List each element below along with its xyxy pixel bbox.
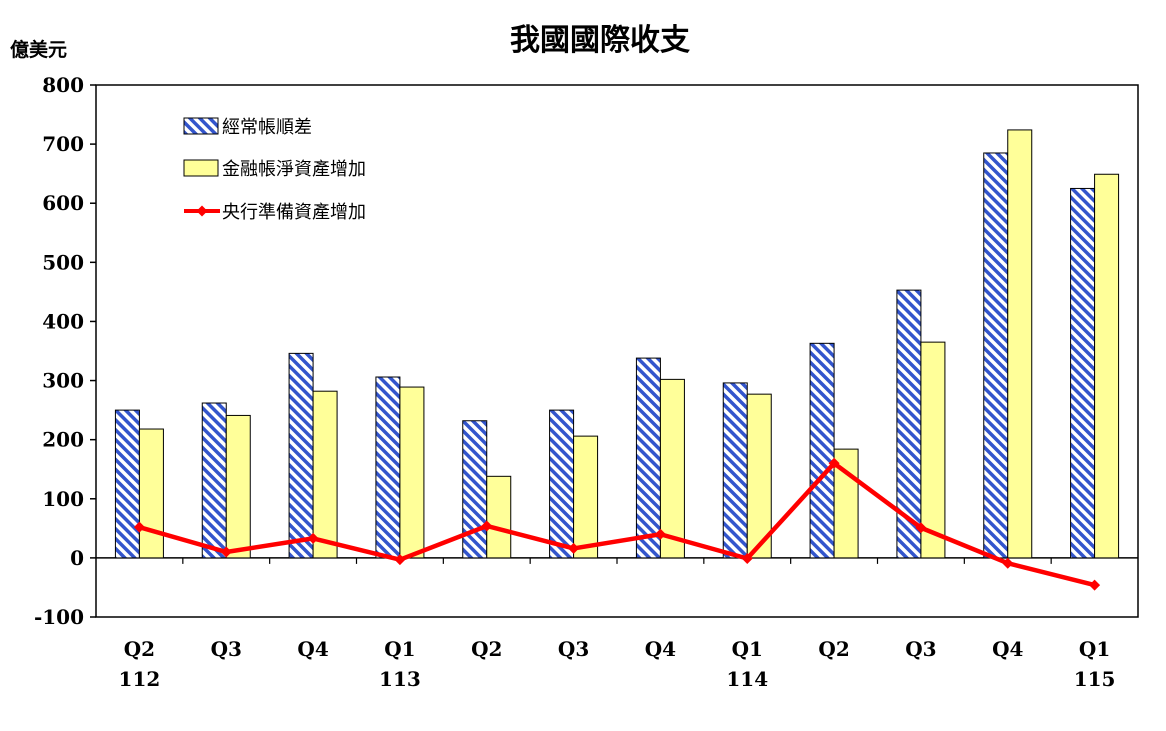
legend-label: 經常帳順差 — [222, 117, 312, 138]
reserve-point — [915, 522, 927, 534]
x-year-label: 113 — [379, 667, 421, 691]
x-year-label: 115 — [1074, 667, 1116, 691]
financial-account-bar — [138, 428, 164, 559]
current-account-bar — [722, 382, 748, 559]
x-tick-label: Q2 — [818, 637, 849, 661]
x-tick-label: Q4 — [297, 637, 328, 661]
x-tick-label: Q1 — [384, 637, 415, 661]
y-tick-label: 300 — [42, 369, 84, 393]
x-tick-label: Q1 — [1079, 637, 1110, 661]
plot-area — [95, 84, 1139, 618]
reserve-point — [394, 554, 406, 566]
reserve-point — [828, 457, 840, 469]
reserve-point — [654, 528, 666, 540]
current-account-bar — [635, 357, 661, 559]
financial-account-bar — [659, 378, 685, 559]
reserve-point — [307, 532, 319, 544]
financial-account-bar — [312, 390, 338, 559]
reserve-point — [481, 520, 493, 532]
x-tick-label: Q4 — [992, 637, 1023, 661]
x-year-label: 112 — [119, 667, 161, 691]
current-account-bar — [462, 420, 488, 559]
y-tick-label: 0 — [70, 546, 84, 570]
y-tick-label: 200 — [42, 428, 84, 452]
x-tick-label: Q4 — [645, 637, 676, 661]
reserve-point — [1002, 557, 1014, 569]
x-tick-label: Q2 — [124, 637, 155, 661]
reserve-point — [741, 552, 753, 564]
x-year-label: 114 — [726, 667, 768, 691]
y-tick-label: 400 — [42, 309, 84, 333]
current-account-bar — [983, 152, 1009, 559]
current-account-bar — [809, 342, 835, 559]
current-account-bar — [375, 376, 401, 559]
legend-swatch-financial-account — [183, 159, 219, 177]
legend-swatch-current-account — [183, 117, 219, 135]
financial-account-bar — [399, 386, 425, 559]
financial-account-bar — [573, 435, 599, 559]
reserve-line-path — [138, 461, 1096, 588]
y-tick-label: 500 — [42, 250, 84, 274]
legend-label: 金融帳淨資產增加 — [222, 159, 366, 180]
y-tick-label: 100 — [42, 487, 84, 511]
current-account-bar — [549, 409, 575, 559]
legend-reserve-marker — [196, 205, 208, 217]
legend-label: 央行準備資產增加 — [222, 202, 366, 223]
reserve-line — [133, 457, 1101, 591]
y-tick-label: 800 — [42, 73, 84, 97]
financial-account-bar — [1094, 173, 1120, 559]
y-tick-label: 600 — [42, 191, 84, 215]
x-tick-label: Q3 — [211, 637, 242, 661]
current-account-bar — [114, 409, 140, 559]
reserve-point — [1089, 579, 1101, 591]
reserve-point — [568, 542, 580, 554]
y-unit-label: 億美元 — [10, 38, 67, 61]
reserve-point — [220, 546, 232, 558]
bars — [114, 129, 1120, 559]
x-tick-label: Q3 — [558, 637, 589, 661]
x-tick-label: Q3 — [905, 637, 936, 661]
axes: -100 0 100 200 300 400 500 600 700 800 Q2 112 Q3 Q4 Q1… — [34, 73, 1138, 691]
x-tick-label: Q2 — [471, 637, 502, 661]
financial-account-bar — [746, 393, 772, 559]
financial-account-bar — [225, 414, 251, 559]
financial-account-bar — [1007, 129, 1033, 559]
y-tick-label: 700 — [42, 132, 84, 156]
financial-account-bar — [486, 475, 512, 559]
reserve-point — [133, 521, 145, 533]
current-account-bar — [201, 402, 227, 559]
financial-account-bar — [920, 341, 946, 559]
chart-title: 我國國際收支 — [510, 23, 690, 58]
current-account-bar — [1070, 187, 1096, 559]
current-account-bar — [288, 352, 314, 559]
x-tick-label: Q1 — [732, 637, 763, 661]
y-tick-label: -100 — [34, 605, 84, 629]
